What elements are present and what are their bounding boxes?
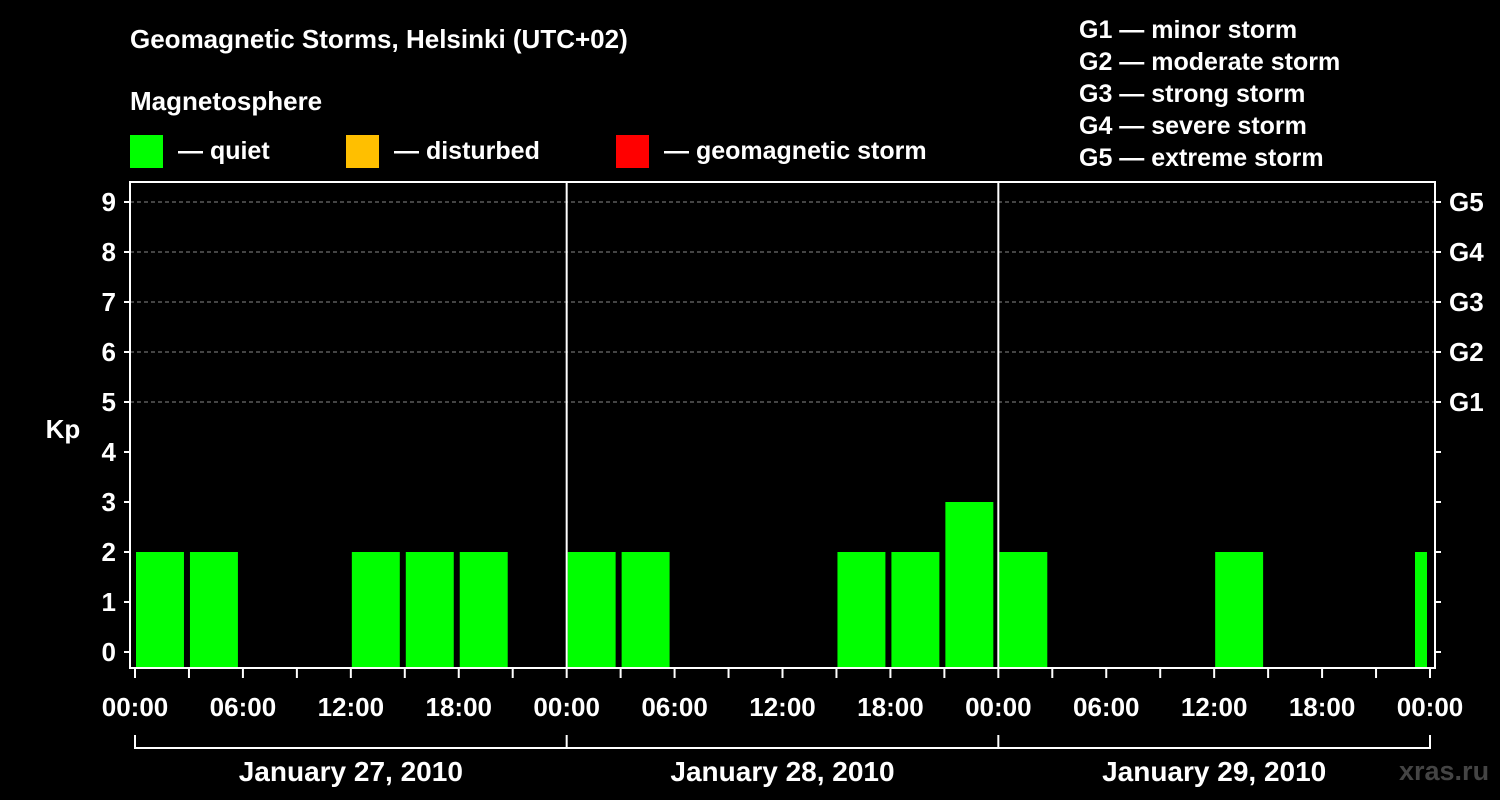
y-tick-label: 6 — [102, 337, 116, 367]
y-tick-label: 5 — [102, 387, 116, 417]
legend-label-storm: — geomagnetic storm — [664, 136, 927, 165]
kp-bar — [945, 502, 994, 668]
legend-swatch-disturbed — [346, 134, 379, 168]
g-scale-item: G3 — strong storm — [1079, 80, 1306, 108]
kp-bar — [567, 552, 616, 668]
g-scale-item: G1 — minor storm — [1079, 16, 1298, 44]
y-tick-label: 1 — [102, 587, 116, 617]
legend-swatch-quiet — [130, 134, 163, 168]
kp-bar — [405, 552, 454, 668]
kp-bar — [999, 552, 1048, 668]
g-level-label: G1 — [1449, 387, 1484, 417]
kp-bar — [1415, 552, 1427, 668]
x-tick-label: 12:00 — [318, 692, 385, 722]
y-tick-label: 8 — [102, 237, 116, 267]
legend-label-quiet: — quiet — [178, 136, 270, 165]
g-scale-item: G2 — moderate storm — [1079, 48, 1341, 76]
x-tick-label: 06:00 — [641, 692, 708, 722]
x-tick-label: 00:00 — [102, 692, 169, 722]
x-tick-label: 12:00 — [1181, 692, 1248, 722]
x-tick-label: 00:00 — [1397, 692, 1464, 722]
kp-bar — [1215, 552, 1264, 668]
grid-lines — [130, 201, 1435, 403]
legend-swatch-storm — [616, 134, 649, 168]
y-tick-label: 3 — [102, 487, 116, 517]
y-tick-label: 9 — [102, 187, 116, 217]
x-tick-label: 06:00 — [1073, 692, 1140, 722]
g-scale-legend: G1 — minor storm G2 — moderate storm G3 … — [1079, 14, 1340, 174]
x-tick-label: 18:00 — [1289, 692, 1356, 722]
day-label: January 29, 2010 — [1102, 756, 1326, 787]
y-tick-label: 4 — [102, 437, 117, 467]
chart-title: Geomagnetic Storms, Helsinki (UTC+02) — [130, 24, 628, 54]
x-tick-label: 06:00 — [210, 692, 277, 722]
day-label: January 28, 2010 — [670, 756, 894, 787]
x-tick-label: 00:00 — [965, 692, 1032, 722]
chart-subtitle: Magnetosphere — [130, 86, 323, 116]
x-tick-label: 12:00 — [749, 692, 816, 722]
kp-bar — [837, 552, 886, 668]
x-tick-label: 00:00 — [533, 692, 600, 722]
axes: 0 1 2 3 4 5 6 7 8 9 G1 G2 G3 G4 G5 00:00 06:00 12:00 18:00… — [102, 181, 1484, 787]
kp-bar — [621, 552, 670, 668]
x-tick-label: 18:00 — [426, 692, 493, 722]
watermark: xras.ru — [1399, 756, 1490, 786]
kp-bar — [136, 552, 184, 668]
kp-bar — [351, 552, 400, 668]
legend-item-quiet: — quiet — [130, 134, 270, 168]
legend-item-storm: — geomagnetic storm — [616, 134, 927, 168]
x-tick-label: 18:00 — [857, 692, 924, 722]
g-scale-item: G5 — extreme storm — [1079, 144, 1324, 172]
g-level-label: G2 — [1449, 337, 1484, 367]
g-level-label: G4 — [1449, 237, 1484, 267]
y-tick-label: 0 — [102, 637, 116, 667]
kp-bar — [459, 552, 508, 668]
legend-label-disturbed: — disturbed — [394, 136, 540, 165]
y-axis-label: Kp — [46, 414, 81, 444]
kp-bar — [891, 552, 940, 668]
y-tick-label: 2 — [102, 537, 116, 567]
legend-item-disturbed: — disturbed — [346, 134, 540, 168]
y-tick-label: 7 — [102, 287, 116, 317]
bars — [136, 502, 1427, 668]
g-level-label: G3 — [1449, 287, 1484, 317]
g-level-label: G5 — [1449, 187, 1484, 217]
day-label: January 27, 2010 — [239, 756, 463, 787]
g-scale-item: G4 — severe storm — [1079, 112, 1307, 140]
kp-bar — [189, 552, 238, 668]
